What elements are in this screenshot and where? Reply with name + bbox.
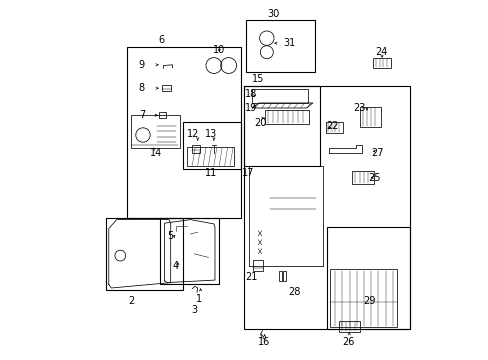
Bar [352,171,373,184]
Text: 22: 22 [326,121,338,131]
Text: 7: 7 [139,110,145,120]
Text: 25: 25 [367,173,380,183]
Bar [283,271,285,281]
Bar [127,47,241,218]
Text: 18: 18 [244,89,256,99]
Bar [252,260,263,271]
Bar [265,110,308,124]
Text: 4: 4 [173,261,179,271]
Bar [373,58,390,68]
Text: 19: 19 [244,103,256,113]
Bar [251,89,307,103]
Bar [106,218,183,290]
Bar [326,227,409,329]
Text: 23: 23 [353,103,365,113]
Text: 11: 11 [205,168,217,178]
Text: 14: 14 [149,148,162,158]
Text: 29: 29 [363,296,375,306]
Text: 1: 1 [196,294,202,304]
Text: 13: 13 [205,129,217,139]
Text: 20: 20 [254,118,266,128]
Text: 8: 8 [139,83,144,93]
Bar [325,122,343,133]
Bar [244,86,409,329]
Text: 2: 2 [128,296,134,306]
Text: 31: 31 [283,38,295,48]
Text: 6: 6 [158,35,164,45]
Bar [279,271,282,281]
Text: 5: 5 [167,231,173,241]
Text: 28: 28 [287,287,300,297]
Bar [246,20,314,72]
Bar [183,122,241,169]
Bar [159,112,166,118]
Text: 24: 24 [374,47,386,57]
Bar [338,321,359,332]
Text: 30: 30 [266,9,279,19]
Text: 26: 26 [342,337,354,347]
Text: 10: 10 [213,45,225,55]
Text: 15: 15 [251,74,264,84]
Text: 27: 27 [371,148,383,158]
Bar [359,107,381,127]
Bar [160,218,219,284]
Text: 3: 3 [191,305,197,315]
Text: 12: 12 [187,129,199,139]
Bar [192,145,200,153]
Bar [244,86,320,166]
Bar [131,115,179,148]
Bar [186,147,233,166]
Text: 9: 9 [139,60,144,70]
Text: 16: 16 [258,337,270,347]
Bar [329,269,396,327]
Bar [162,85,171,91]
Text: 21: 21 [244,272,257,282]
Text: 17: 17 [242,168,254,178]
